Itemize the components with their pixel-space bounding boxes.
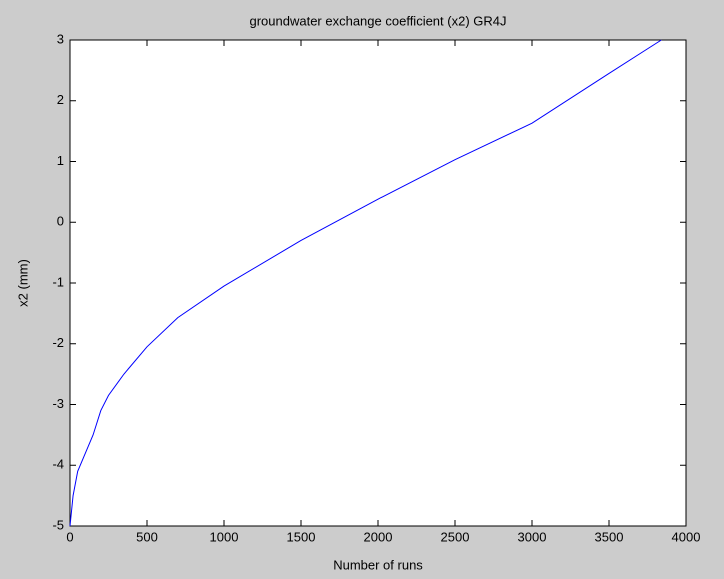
- x-tick-label: 3000: [518, 529, 547, 544]
- x-tick-label: 3500: [595, 529, 624, 544]
- x-tick-label: 1000: [210, 529, 239, 544]
- x-tick-label: 0: [66, 529, 73, 544]
- y-tick-label: -2: [52, 335, 64, 350]
- x-tick-label: 1500: [287, 529, 316, 544]
- x-tick-label: 500: [136, 529, 158, 544]
- y-tick-label: 1: [57, 153, 64, 168]
- y-tick-label: -1: [52, 274, 64, 289]
- x-tick-label: 4000: [672, 529, 701, 544]
- y-tick-label: 3: [57, 31, 64, 46]
- y-tick-label: -4: [52, 457, 64, 472]
- y-tick-label: -5: [52, 517, 64, 532]
- y-tick-label: 0: [57, 214, 64, 229]
- data-line: [69, 39, 662, 527]
- y-tick-label: 2: [57, 92, 64, 107]
- y-axis-label: x2 (mm): [15, 259, 30, 307]
- x-tick-label: 2500: [441, 529, 470, 544]
- chart-title: groundwater exchange coefficient (x2) GR…: [249, 13, 506, 28]
- x-tick-label: 2000: [364, 529, 393, 544]
- y-tick-label: -3: [52, 396, 64, 411]
- plot-area: [69, 39, 687, 527]
- x-axis-label: Number of runs: [333, 557, 423, 572]
